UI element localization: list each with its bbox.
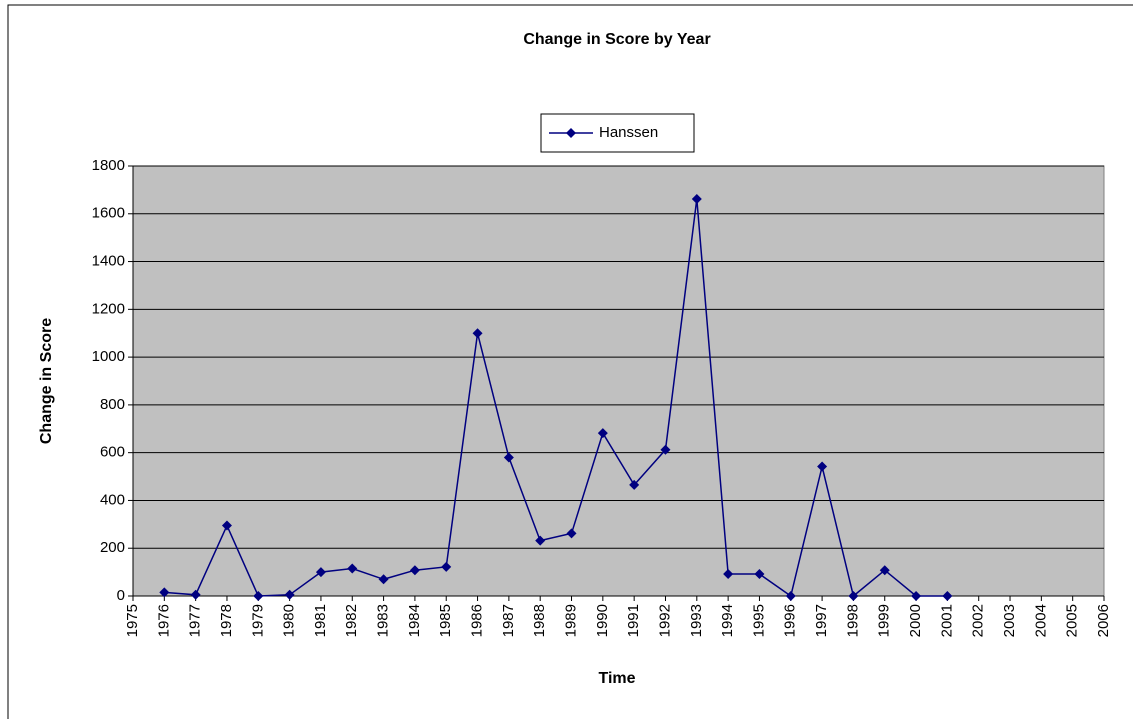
x-tick-label: 2004 <box>1032 604 1049 637</box>
data-point <box>629 479 640 490</box>
x-tick-label: 1990 <box>594 604 611 637</box>
y-tick-label: 1000 <box>92 348 125 365</box>
chart-border <box>7 4 1133 719</box>
x-tick-label: 1984 <box>406 604 423 637</box>
data-point <box>284 589 295 600</box>
y-tick-label: 1200 <box>92 300 125 317</box>
data-point <box>785 591 796 601</box>
y-tick-label: 1400 <box>92 253 125 270</box>
x-tick-label: 1996 <box>782 604 799 637</box>
y-tick-label: 1800 <box>92 157 125 174</box>
x-tick-label: 1975 <box>124 604 141 637</box>
x-tick-label: 1982 <box>343 604 360 637</box>
data-point <box>566 528 577 539</box>
data-point <box>221 520 232 531</box>
data-point <box>253 591 264 601</box>
x-tick-label: 1978 <box>218 604 235 637</box>
y-tick-label: 800 <box>100 396 125 413</box>
x-tick-label: 1991 <box>625 604 642 637</box>
legend-box <box>540 113 695 153</box>
x-tick-label: 1985 <box>437 604 454 637</box>
x-tick-label: 1989 <box>562 604 579 637</box>
y-tick-label: 600 <box>100 444 125 461</box>
y-tick-label: 400 <box>100 491 125 508</box>
data-point <box>190 589 201 600</box>
data-point <box>535 535 546 546</box>
x-tick-label: 1988 <box>531 604 548 637</box>
y-axis-title: Change in Score <box>38 318 55 444</box>
data-point <box>378 574 389 585</box>
x-tick-label: 1993 <box>688 604 705 637</box>
x-tick-label: 2002 <box>970 604 987 637</box>
x-tick-label: 1980 <box>281 604 298 637</box>
x-tick-label: 1976 <box>155 604 172 637</box>
data-point <box>879 565 890 576</box>
x-tick-label: 1981 <box>312 604 329 637</box>
x-tick-label: 2000 <box>907 604 924 637</box>
x-tick-label: 1977 <box>187 604 204 637</box>
data-point <box>315 567 326 578</box>
data-point <box>911 591 922 601</box>
legend-marker <box>566 128 576 138</box>
data-point <box>817 461 828 472</box>
x-tick-label: 1997 <box>813 604 830 637</box>
chart-title: Change in Score by Year <box>523 31 710 48</box>
x-tick-label: 1998 <box>844 604 861 637</box>
y-tick-label: 1600 <box>92 205 125 222</box>
data-point <box>691 193 702 204</box>
data-point <box>597 428 608 439</box>
data-point <box>723 569 734 580</box>
data-point <box>472 328 483 339</box>
x-tick-label: 2006 <box>1095 604 1112 637</box>
x-tick-label: 2001 <box>938 604 955 637</box>
legend-label: Hanssen <box>599 124 658 141</box>
data-point <box>848 591 859 601</box>
data-point <box>347 563 358 574</box>
data-point <box>754 569 765 580</box>
data-point <box>503 452 514 463</box>
x-tick-label: 1999 <box>876 604 893 637</box>
data-point <box>159 587 170 598</box>
x-axis-title: Time <box>598 670 635 687</box>
y-tick-label: 0 <box>117 587 125 604</box>
data-point <box>660 444 671 455</box>
data-point <box>441 561 452 572</box>
data-point <box>409 565 420 576</box>
x-tick-label: 1983 <box>375 604 392 637</box>
x-tick-label: 1994 <box>719 604 736 637</box>
x-tick-label: 2003 <box>1001 604 1018 637</box>
x-tick-label: 1995 <box>750 604 767 637</box>
x-tick-label: 1979 <box>249 604 266 637</box>
plot-area <box>132 165 1105 597</box>
x-tick-label: 1987 <box>500 604 517 637</box>
x-tick-label: 2005 <box>1064 604 1081 637</box>
series-line <box>164 198 948 598</box>
x-tick-label: 1992 <box>656 604 673 637</box>
data-point <box>942 591 953 601</box>
x-tick-label: 1986 <box>469 604 486 637</box>
y-tick-label: 200 <box>100 539 125 556</box>
